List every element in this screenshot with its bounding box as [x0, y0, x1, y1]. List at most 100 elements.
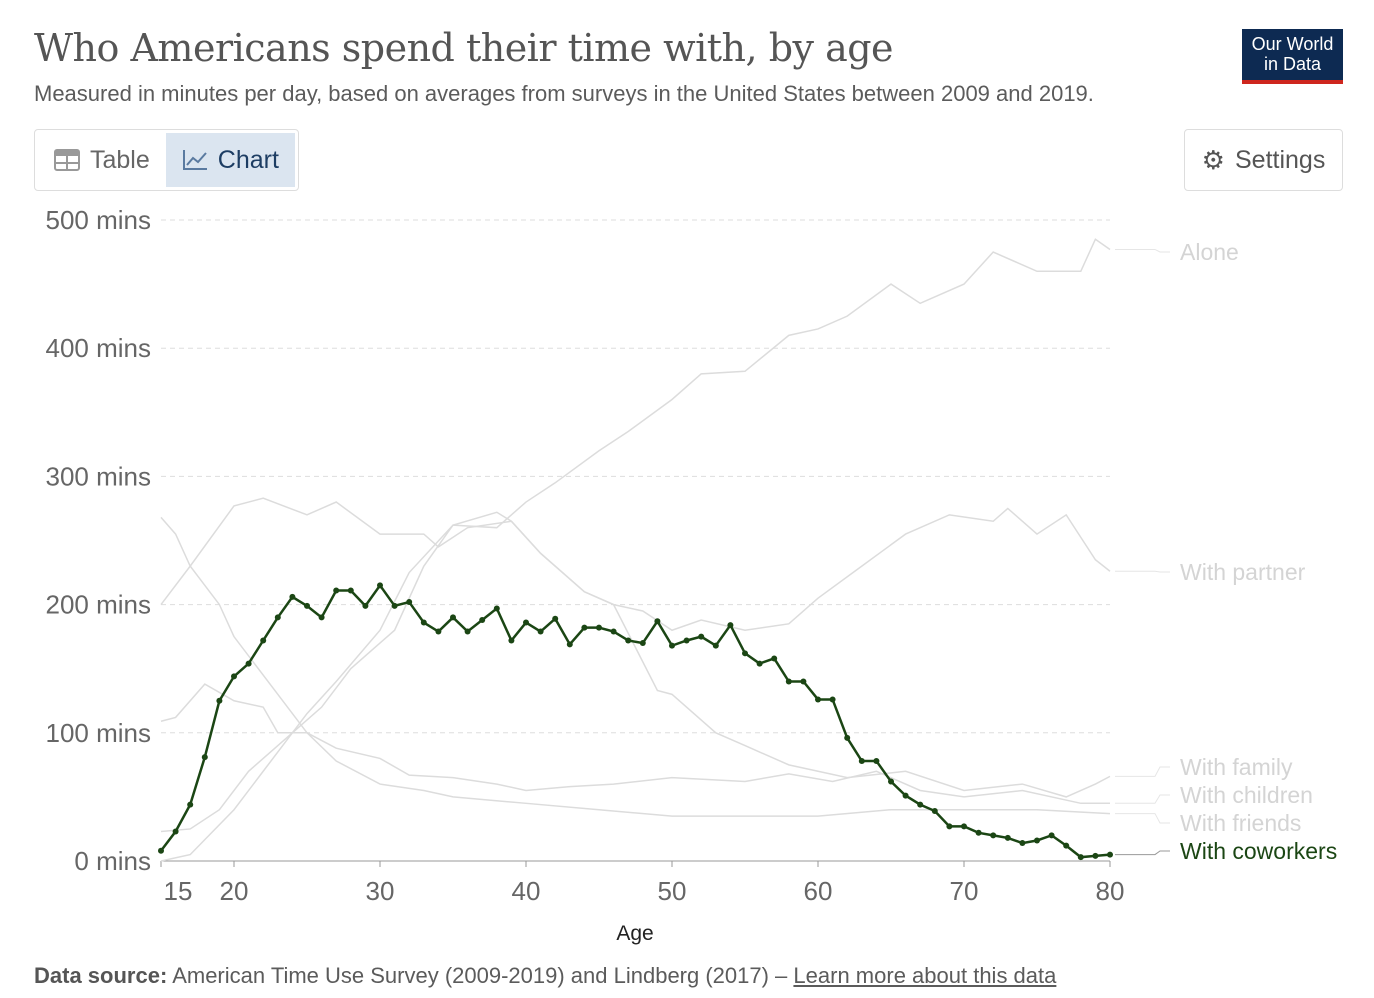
series-line-with-children — [160, 683, 1110, 805]
series-label: With coworkers — [1180, 838, 1337, 864]
data-point — [771, 655, 778, 662]
series-label: With children — [1180, 782, 1313, 808]
x-tick-label: 60 — [804, 876, 833, 906]
y-tick-label: 100 mins — [46, 718, 152, 748]
data-point — [946, 823, 953, 830]
data-point — [1063, 842, 1070, 849]
data-point — [844, 734, 851, 741]
data-point — [756, 660, 763, 667]
learn-more-link[interactable]: Learn more about this data — [793, 963, 1057, 988]
settings-label: Settings — [1234, 145, 1326, 174]
x-tick-label: 80 — [1096, 876, 1125, 906]
data-point — [815, 696, 821, 703]
data-point — [625, 637, 632, 644]
gear-icon: ⚙ — [1201, 144, 1225, 175]
data-point — [1092, 852, 1099, 859]
data-point — [406, 599, 413, 606]
tab-table-label: Table — [90, 145, 150, 174]
data-point — [172, 828, 179, 835]
data-point — [260, 637, 267, 644]
y-tick-label: 0 mins — [74, 846, 151, 876]
data-point — [391, 602, 398, 609]
x-tick-label: 50 — [658, 876, 687, 906]
y-tick-label: 500 mins — [46, 205, 152, 235]
settings-button[interactable]: ⚙ Settings — [1184, 129, 1343, 191]
data-point — [1004, 834, 1011, 841]
tab-chart-label: Chart — [217, 145, 279, 174]
data-point — [493, 605, 500, 612]
x-tick-label: 15 — [164, 876, 193, 906]
data-point — [318, 614, 325, 621]
view-tabs: Table Chart — [34, 129, 299, 191]
data-point — [683, 637, 690, 644]
data-point — [347, 587, 354, 594]
label-connector — [1115, 813, 1170, 824]
x-tick-label: 30 — [366, 876, 395, 906]
data-point — [304, 602, 310, 609]
data-point — [931, 808, 938, 815]
series-label: With friends — [1180, 810, 1301, 836]
data-point — [727, 622, 734, 629]
x-tick-label: 40 — [512, 876, 541, 906]
source-text: American Time Use Survey (2009-2019) and… — [172, 963, 794, 988]
data-point — [669, 642, 675, 649]
x-tick-label: 20 — [220, 876, 249, 906]
series-line-alone — [160, 238, 1111, 862]
data-point — [961, 823, 967, 830]
data-point — [552, 615, 559, 622]
data-point — [158, 847, 164, 854]
series-label: With partner — [1180, 559, 1306, 585]
logo-line-2: in Data — [1263, 54, 1322, 74]
data-point — [829, 696, 836, 703]
page-subtitle: Measured in minutes per day, based on av… — [34, 81, 1094, 106]
data-point — [523, 619, 529, 626]
data-point — [596, 624, 602, 631]
label-connector — [1115, 794, 1170, 804]
data-point — [800, 678, 807, 685]
page-title: Who Americans spend their time with, by … — [34, 26, 894, 70]
line-chart-icon — [182, 150, 207, 170]
data-point — [216, 697, 223, 704]
series-line-with-partner — [160, 497, 1111, 632]
data-point — [917, 801, 924, 808]
series-line-with-friends — [160, 516, 1111, 817]
label-connector — [1115, 850, 1170, 856]
data-point — [420, 619, 427, 626]
label-connector — [1115, 766, 1170, 777]
series-line-with-family — [160, 511, 1111, 833]
label-connector — [1115, 570, 1170, 573]
data-point — [435, 628, 442, 635]
data-point — [698, 633, 705, 640]
data-point — [610, 628, 617, 635]
y-tick-label: 300 mins — [46, 461, 152, 491]
data-point — [639, 640, 646, 647]
data-point — [990, 832, 997, 839]
data-point — [1107, 851, 1113, 858]
data-point — [1019, 840, 1026, 847]
data-point — [201, 754, 208, 761]
data-point — [1077, 854, 1084, 861]
data-point — [581, 624, 588, 631]
tab-table[interactable]: Table — [38, 133, 166, 187]
data-point — [1034, 837, 1040, 844]
logo-line-1: Our World — [1251, 34, 1334, 54]
table-icon — [54, 149, 80, 171]
series-label: With family — [1180, 754, 1293, 780]
x-axis-label: Age — [616, 922, 653, 945]
tab-chart[interactable]: Chart — [165, 133, 295, 187]
y-tick-label: 400 mins — [46, 333, 152, 363]
data-point — [712, 642, 719, 649]
x-tick-label: 70 — [950, 876, 979, 906]
owid-logo[interactable]: Our World in Data — [1242, 29, 1343, 84]
footer: Data source: American Time Use Survey (2… — [34, 963, 1056, 989]
y-tick-label: 200 mins — [46, 590, 152, 620]
data-point — [377, 582, 383, 589]
data-point — [231, 673, 237, 680]
data-point — [902, 792, 909, 799]
data-point — [654, 618, 661, 625]
data-point — [289, 593, 296, 600]
data-point — [333, 587, 340, 594]
data-point — [245, 660, 252, 667]
